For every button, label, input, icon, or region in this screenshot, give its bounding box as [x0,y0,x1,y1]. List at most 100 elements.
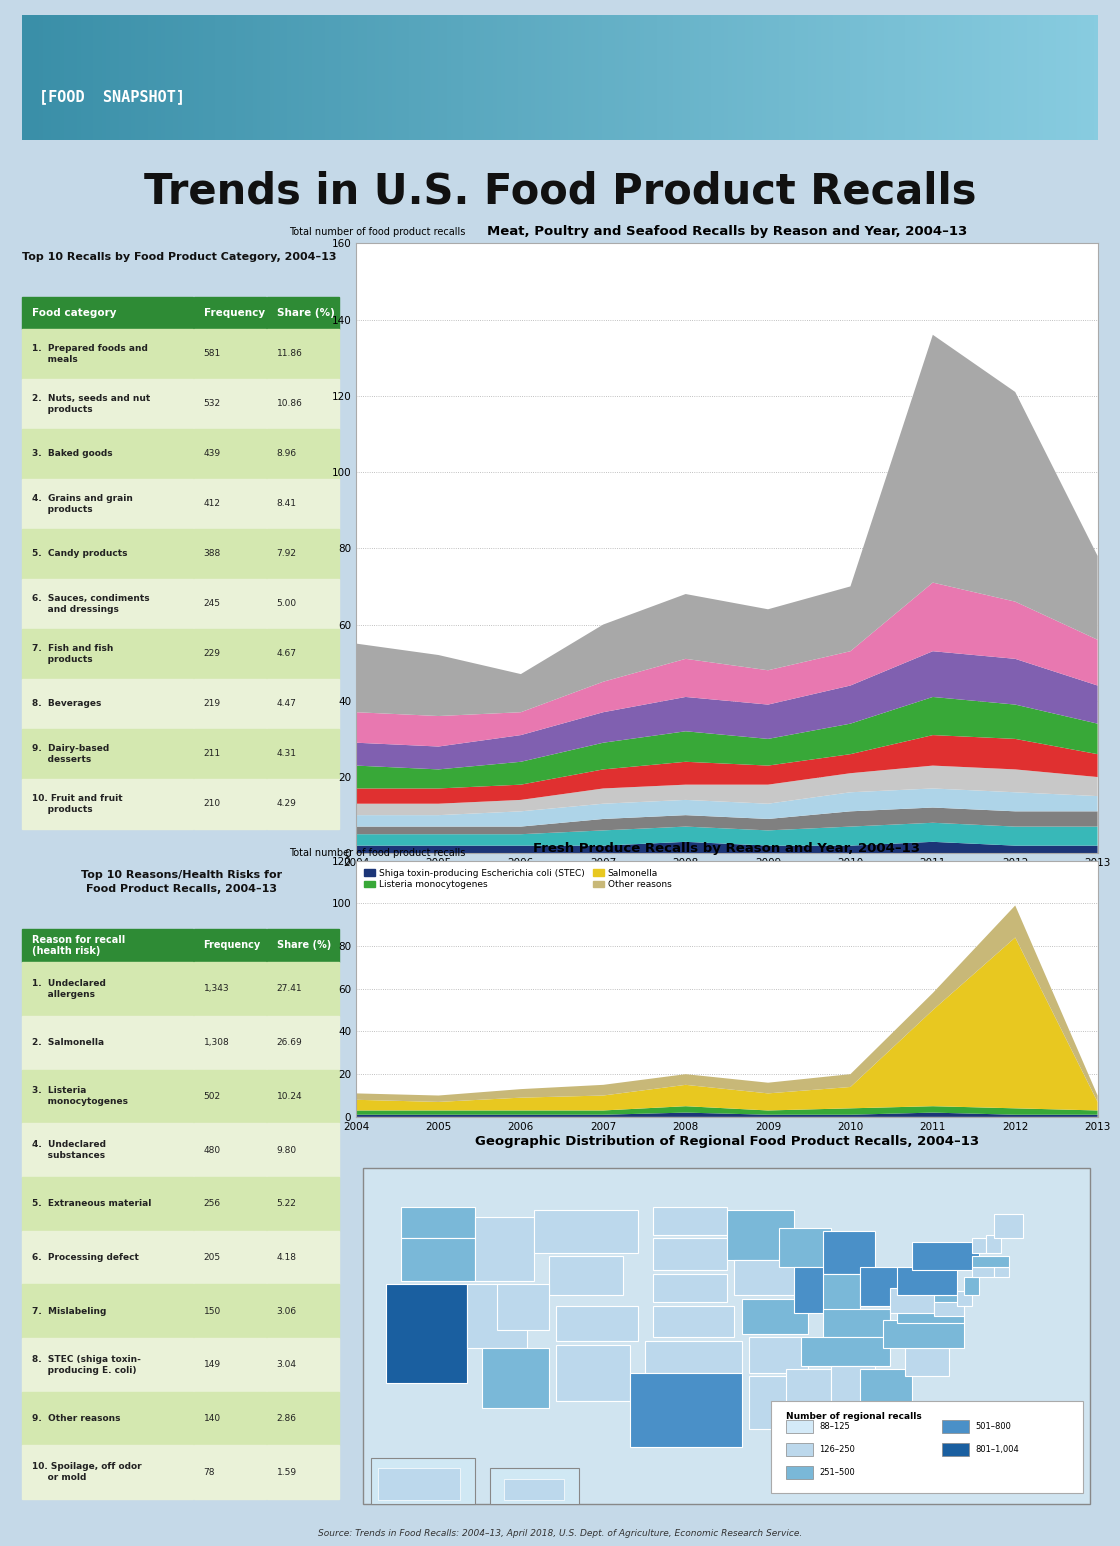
Bar [749,1337,809,1373]
Bar [194,479,267,529]
Bar [534,1211,638,1252]
Bar [194,1124,267,1177]
Bar [267,578,339,629]
Text: Reason for recall
(health risk): Reason for recall (health risk) [32,934,125,955]
Text: 5.22: 5.22 [277,1200,297,1209]
Bar [379,1469,460,1500]
Bar [905,1348,950,1376]
Text: 4.  Grains and grain
     products: 4. Grains and grain products [32,493,133,513]
Bar [267,1391,339,1446]
Text: Number of regional recalls: Number of regional recalls [786,1411,922,1421]
Text: 4.29: 4.29 [277,799,297,809]
Bar [267,728,339,779]
Bar [778,1228,831,1266]
Text: 7.92: 7.92 [277,549,297,558]
Bar [794,1266,831,1313]
Title: Meat, Poultry and Seafood Recalls by Reason and Year, 2004–13: Meat, Poultry and Seafood Recalls by Rea… [487,226,967,238]
Bar [467,1285,526,1348]
Bar [267,629,339,679]
Bar [557,1306,638,1340]
Bar [267,1285,339,1337]
Text: 6.  Sauces, condiments
     and dressings: 6. Sauces, condiments and dressings [32,594,150,614]
Text: 1,308: 1,308 [204,1039,230,1047]
Bar [860,1370,912,1411]
Bar [194,578,267,629]
Text: Trends in U.S. Food Product Recalls: Trends in U.S. Food Product Recalls [143,172,977,213]
Bar [194,1337,267,1391]
Bar [267,1124,339,1177]
Bar [267,779,339,829]
Bar [22,1337,193,1391]
Text: Total number of food product recalls: Total number of food product recalls [289,227,466,237]
Bar [194,779,267,829]
Text: 26.69: 26.69 [277,1039,302,1047]
Bar [993,1214,1024,1238]
Bar [482,1348,549,1408]
Bar [267,1016,339,1070]
Bar [267,929,339,962]
Bar [942,1419,969,1433]
Bar [22,479,193,529]
Bar [497,1285,549,1331]
Bar [194,929,267,962]
Bar [22,1446,193,1500]
Bar [22,1016,193,1070]
Text: 502: 502 [204,1091,221,1101]
Bar [786,1466,813,1480]
Bar [22,1391,193,1446]
Text: Top 10 Reasons/Health Risks for
Food Product Recalls, 2004–13: Top 10 Reasons/Health Risks for Food Pro… [81,870,282,894]
Bar [897,1266,956,1296]
Bar [267,297,339,329]
Text: 9.80: 9.80 [277,1146,297,1155]
Bar [22,1070,193,1124]
Bar [653,1306,735,1337]
Bar [194,428,267,479]
Bar [475,1217,534,1282]
Bar [22,962,193,1016]
Bar [194,679,267,728]
Text: 205: 205 [204,1252,221,1262]
Bar [267,962,339,1016]
Text: 210: 210 [204,799,221,809]
Bar [727,1211,794,1260]
Text: 9.  Other reasons: 9. Other reasons [32,1415,121,1422]
Text: 8.41: 8.41 [277,499,297,509]
Text: 8.96: 8.96 [277,450,297,458]
Text: 10.24: 10.24 [277,1091,302,1101]
Bar [772,1401,1083,1493]
Bar [987,1235,1001,1252]
Text: 5.00: 5.00 [277,600,297,608]
Bar [749,1376,809,1430]
Text: 7.  Fish and fish
     products: 7. Fish and fish products [32,643,113,663]
Text: 3.06: 3.06 [277,1306,297,1316]
Text: Food category: Food category [32,308,116,318]
Bar [897,1296,964,1323]
Bar [194,1285,267,1337]
Bar [22,1124,193,1177]
Text: 501–800: 501–800 [976,1422,1011,1430]
Text: Frequency: Frequency [204,308,264,318]
Bar [267,428,339,479]
Text: 10. Spoilage, off odor
     or mold: 10. Spoilage, off odor or mold [32,1463,141,1483]
Text: 1.  Prepared foods and
     meals: 1. Prepared foods and meals [32,343,148,363]
Text: 8.  Beverages: 8. Beverages [32,699,101,708]
Bar [653,1206,727,1235]
Bar [267,1231,339,1285]
Text: 1.59: 1.59 [277,1467,297,1476]
Bar [22,578,193,629]
Legend: Shiga toxin-producing
Escherichia coli (STEC), Extraneous material, Undeclared s: Shiga toxin-producing Escherichia coli (… [554,957,899,1020]
Bar [401,1238,475,1282]
Text: 4.31: 4.31 [277,750,297,759]
Bar [267,1070,339,1124]
Bar [194,297,267,329]
Bar [860,1266,905,1306]
Bar [267,1337,339,1391]
Bar [22,779,193,829]
Text: 4.  Undeclared
     substances: 4. Undeclared substances [32,1139,106,1160]
Text: 2.  Salmonella: 2. Salmonella [32,1039,104,1047]
Text: 3.  Listeria
     monocytogenes: 3. Listeria monocytogenes [32,1087,128,1107]
Bar [956,1291,971,1306]
Text: 149: 149 [204,1360,221,1370]
Text: 10. Fruit and fruit
     products: 10. Fruit and fruit products [32,793,122,813]
Bar [22,1285,193,1337]
